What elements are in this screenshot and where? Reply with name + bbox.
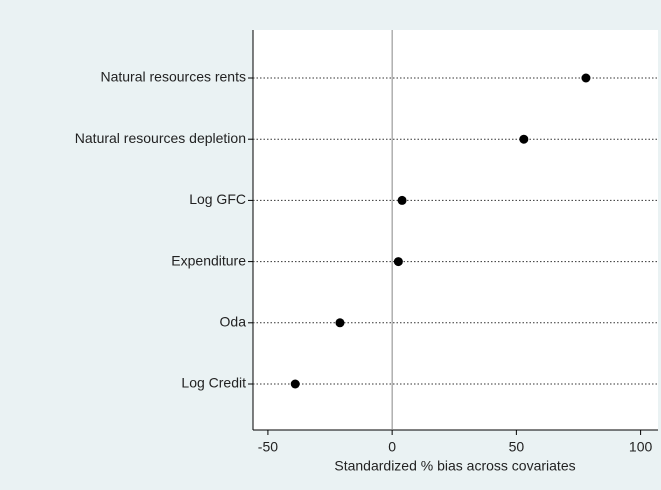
dot	[290, 379, 300, 389]
y-tick-label: Natural resources rents	[100, 69, 246, 85]
y-tick-label: Log Credit	[181, 375, 246, 391]
y-tick-label: Log GFC	[189, 191, 246, 207]
plot-area	[253, 30, 658, 430]
x-tick-label: -50	[258, 439, 278, 455]
dot	[519, 134, 529, 144]
dot	[397, 195, 407, 205]
x-tick-label: 50	[509, 439, 525, 455]
dot	[581, 73, 591, 83]
dot	[335, 318, 345, 328]
dot	[393, 257, 403, 267]
y-tick-label: Expenditure	[171, 252, 246, 268]
x-tick-label: 100	[629, 439, 653, 455]
x-axis-label: Standardized % bias across covariates	[334, 458, 575, 474]
x-tick-label: 0	[388, 439, 396, 455]
y-tick-label: Oda	[220, 314, 247, 330]
y-tick-label: Natural resources depletion	[75, 130, 246, 146]
